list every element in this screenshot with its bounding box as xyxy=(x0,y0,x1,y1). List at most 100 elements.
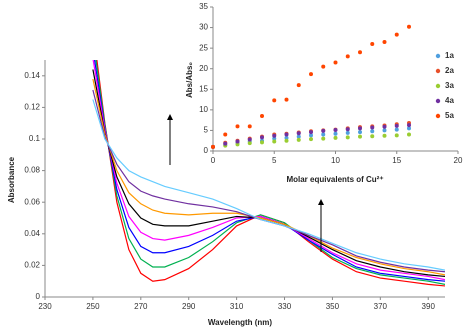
spectrum-line xyxy=(92,60,445,281)
point xyxy=(394,32,399,37)
legend-marker xyxy=(435,98,441,104)
point xyxy=(382,128,387,133)
point xyxy=(296,137,301,142)
point xyxy=(272,133,277,138)
spectrum-line xyxy=(93,60,445,282)
y-tick-label: 0.02 xyxy=(24,261,40,270)
point xyxy=(382,124,387,129)
point xyxy=(407,24,411,29)
point xyxy=(223,132,228,137)
point xyxy=(284,138,289,143)
x-tick-label: 290 xyxy=(182,302,196,311)
spectrum-line xyxy=(92,99,445,271)
point xyxy=(382,39,387,44)
x-tick-label: 0 xyxy=(211,156,216,165)
point xyxy=(333,131,338,136)
y-axis-title: Absorbance xyxy=(7,156,16,203)
x-tick-label: 15 xyxy=(392,156,401,165)
spectrum-line xyxy=(95,60,445,285)
point xyxy=(284,135,289,140)
x-tick-label: 20 xyxy=(454,156,463,165)
y-tick-label: 0.08 xyxy=(24,166,40,175)
point xyxy=(394,133,399,138)
point xyxy=(321,128,326,133)
spectrum-line xyxy=(92,89,445,273)
x-tick-label: 10 xyxy=(331,156,340,165)
legend-label: 1a xyxy=(445,51,454,60)
x-axis-title: Molar equivalents of Cu²⁺ xyxy=(286,175,383,184)
y-tick-label: 25 xyxy=(199,43,208,52)
point xyxy=(260,114,264,119)
spectra xyxy=(92,60,445,287)
legend-label: 4a xyxy=(445,96,454,105)
y-tick-label: 0 xyxy=(204,146,209,155)
point xyxy=(333,60,338,65)
point xyxy=(296,134,301,139)
point xyxy=(333,128,338,133)
y-tick-label: 0.06 xyxy=(24,197,40,206)
point xyxy=(296,83,301,88)
point xyxy=(235,142,240,147)
legend-marker xyxy=(435,68,441,74)
y-tick-label: 15 xyxy=(199,84,208,93)
point xyxy=(235,124,240,129)
x-tick-label: 330 xyxy=(278,302,292,311)
spectrum-line xyxy=(92,69,445,278)
point xyxy=(272,98,277,103)
legend-marker xyxy=(435,113,441,119)
y-tick-label: 0.1 xyxy=(29,134,41,143)
legend-label: 2a xyxy=(445,66,454,75)
y-tick-label: 0.04 xyxy=(24,229,40,238)
y-tick-label: 5 xyxy=(204,126,209,135)
point xyxy=(321,64,326,69)
point xyxy=(296,131,301,136)
x-tick-label: 5 xyxy=(272,156,277,165)
point xyxy=(223,141,228,146)
y-tick-label: 30 xyxy=(199,23,208,32)
point xyxy=(333,135,338,140)
point xyxy=(358,126,362,131)
point xyxy=(370,125,375,130)
point xyxy=(211,144,215,149)
point xyxy=(345,135,350,140)
x-tick-label: 350 xyxy=(326,302,340,311)
point xyxy=(247,137,252,142)
y-tick-label: 0.12 xyxy=(24,103,40,112)
x-axis-title: Wavelength (nm) xyxy=(208,318,272,327)
point xyxy=(370,134,375,139)
legend-marker xyxy=(435,83,441,89)
point xyxy=(370,42,375,47)
point xyxy=(309,130,313,135)
point xyxy=(247,124,252,129)
y-tick-label: 10 xyxy=(199,105,208,114)
point xyxy=(235,139,240,144)
legend-label: 3a xyxy=(445,81,454,90)
legend-marker xyxy=(435,53,441,59)
point xyxy=(358,130,362,135)
point xyxy=(407,123,411,128)
point xyxy=(309,137,313,142)
y-tick-label: 35 xyxy=(199,2,208,11)
x-tick-label: 270 xyxy=(134,302,148,311)
point xyxy=(260,140,264,145)
point xyxy=(345,130,350,135)
point xyxy=(358,134,362,139)
point xyxy=(345,54,350,59)
point xyxy=(284,97,289,102)
point xyxy=(370,129,375,134)
point xyxy=(382,133,387,138)
point xyxy=(394,127,399,132)
y-axis-title: Abs/Abs₀ xyxy=(185,62,194,98)
point xyxy=(272,136,277,141)
point xyxy=(345,127,350,132)
point xyxy=(309,133,313,138)
point xyxy=(407,126,411,131)
point xyxy=(358,50,362,55)
point xyxy=(321,132,326,137)
x-tick-label: 250 xyxy=(86,302,100,311)
point xyxy=(407,132,411,137)
spectrum-line xyxy=(96,60,445,287)
y-tick-label: 0 xyxy=(36,292,41,301)
y-tick-label: 20 xyxy=(199,64,208,73)
